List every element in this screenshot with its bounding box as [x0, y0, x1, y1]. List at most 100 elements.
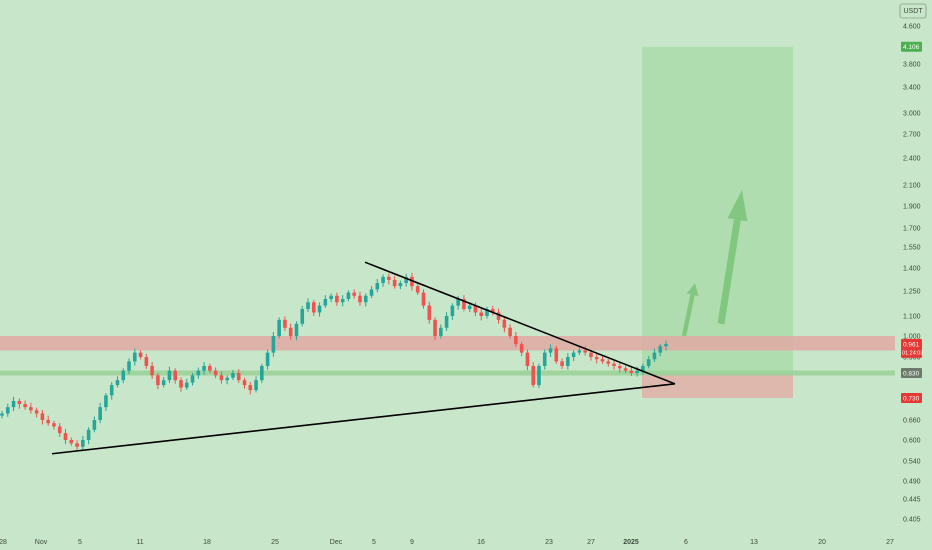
target-profit-zone[interactable]	[642, 46, 793, 373]
y-tick-label: 1.700	[903, 226, 921, 233]
candle-body	[358, 295, 362, 303]
candle-body	[156, 375, 160, 386]
candle-body	[363, 295, 368, 303]
candle-body	[606, 361, 611, 364]
candle-body	[479, 312, 484, 316]
candle-body	[92, 420, 97, 430]
candle-body	[311, 302, 316, 313]
candle-body	[537, 365, 541, 386]
x-tick-label: 28	[0, 539, 7, 546]
candle-body	[306, 302, 310, 310]
candle-body	[288, 327, 293, 336]
y-tick-label: 1.900	[903, 204, 921, 211]
candle-body	[387, 276, 391, 280]
candle-body	[577, 350, 582, 353]
candle-body	[81, 440, 85, 447]
candle-body	[589, 352, 593, 357]
candle-body	[618, 365, 622, 369]
x-tick-label: 23	[545, 539, 553, 546]
candle-body	[213, 370, 218, 376]
candle-body	[635, 370, 639, 373]
candle-body	[219, 375, 224, 381]
candle-body	[190, 375, 195, 383]
candle-body	[352, 292, 357, 296]
candle-body	[52, 423, 56, 427]
candle-body	[86, 429, 91, 440]
candle-body	[265, 352, 270, 366]
candle-body	[583, 350, 587, 353]
y-tick-label: 2.700	[903, 132, 921, 139]
y-tick-label: 0.600	[903, 438, 921, 445]
candle-body	[225, 377, 229, 381]
candle-body	[23, 404, 27, 408]
price-tag-label: 0.961	[903, 341, 920, 348]
y-tick-label: 1.400	[903, 266, 921, 273]
candle-body	[69, 440, 74, 444]
price-tag[interactable]	[901, 368, 922, 378]
resistance-zone[interactable]	[0, 336, 895, 351]
x-tick-label: 11	[136, 539, 143, 546]
candle-body	[485, 309, 489, 316]
candle-body	[40, 413, 45, 420]
currency-label[interactable]: USDT	[903, 8, 923, 15]
up-arrow-icon[interactable]	[717, 190, 748, 325]
candle-body	[456, 298, 460, 306]
candle-body	[450, 305, 455, 316]
countdown-label: 01:24:03	[902, 350, 923, 356]
candle-body	[5, 407, 10, 414]
price-tag[interactable]	[901, 338, 922, 358]
candle-body	[17, 401, 22, 405]
x-tick-label: 13	[750, 539, 758, 546]
candle-body	[410, 276, 414, 287]
candle-body	[623, 368, 628, 371]
candle-body	[375, 283, 380, 290]
candle-body	[231, 373, 235, 378]
y-tick-label: 0.405	[903, 517, 921, 524]
support-line[interactable]	[0, 370, 895, 376]
candle-body	[560, 361, 564, 366]
triangle-lower-trendline[interactable]	[51, 383, 676, 455]
y-tick-label: 3.800	[903, 62, 921, 69]
candle-body	[34, 410, 39, 414]
candle-body	[115, 380, 120, 386]
candle-body	[664, 343, 668, 347]
candle-body	[248, 385, 253, 391]
price-axis[interactable]	[895, 0, 932, 550]
y-tick-label: 0.900	[903, 355, 921, 362]
candle-body	[542, 352, 547, 366]
triangle-upper-trendline[interactable]	[364, 261, 676, 385]
candle-body	[283, 319, 287, 328]
x-tick-label: Dec	[330, 539, 343, 546]
y-tick-label: 2.100	[903, 183, 921, 190]
candle-body	[612, 363, 616, 366]
candle-body	[600, 359, 605, 362]
y-tick-label: 1.550	[903, 245, 921, 252]
price-tag[interactable]	[901, 393, 922, 403]
candle-body	[208, 365, 212, 371]
candle-body	[179, 380, 183, 388]
candle-body	[161, 380, 166, 386]
y-tick-label: 1.100	[903, 314, 921, 321]
candle-body	[184, 382, 189, 388]
candle-body	[138, 352, 143, 357]
x-tick-label: 16	[477, 539, 485, 546]
candle-body	[167, 370, 172, 381]
x-tick-label: 27	[886, 539, 894, 546]
candle-body	[566, 357, 570, 366]
x-tick-label: 27	[587, 539, 595, 546]
candle-body	[98, 407, 102, 420]
candle-body	[415, 286, 420, 293]
candle-body	[571, 352, 576, 357]
candle-body	[260, 365, 264, 381]
candle-body	[144, 357, 149, 366]
candle-body	[646, 359, 651, 366]
currency-box	[899, 3, 927, 19]
candle-body	[398, 283, 403, 287]
up-arrow-icon[interactable]	[681, 283, 699, 337]
x-tick-label: 5	[372, 539, 376, 546]
candle-body	[444, 316, 449, 328]
candle-body	[242, 380, 247, 386]
price-tag[interactable]	[901, 41, 922, 52]
